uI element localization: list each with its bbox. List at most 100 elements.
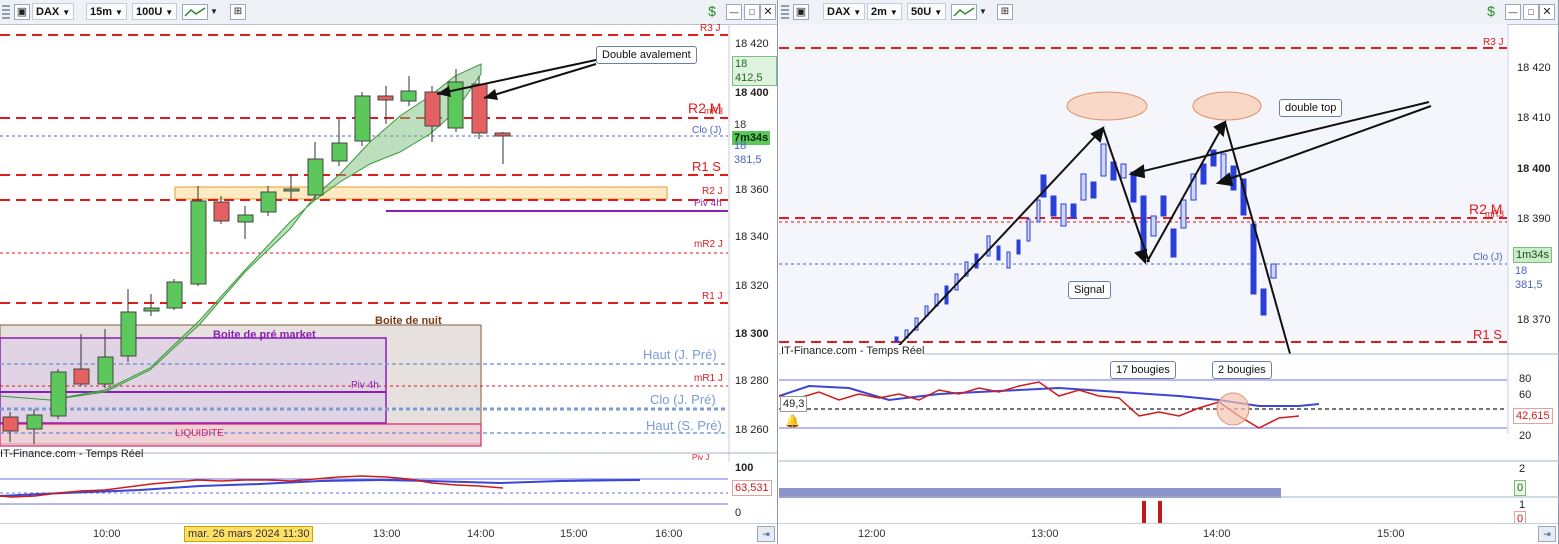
scroll-end-button[interactable]: ⇥ xyxy=(1538,526,1556,542)
indicators-chart-icon[interactable] xyxy=(182,4,208,20)
color-square-icon[interactable]: ▣ xyxy=(793,4,809,20)
price-tick: 18 370 xyxy=(1517,314,1551,326)
r2j-label: R2 J xyxy=(702,186,723,197)
crosshair-date-label: mar. 26 mars 2024 11:30 xyxy=(184,526,314,542)
double-top-annotation[interactable]: double top xyxy=(1279,99,1343,117)
time-tick: 16:00 xyxy=(655,528,683,540)
close-label: Clo (J) xyxy=(1473,252,1503,263)
chevron-down-icon: ▼ xyxy=(115,8,123,17)
close-label: Clo (J) xyxy=(692,125,722,136)
price-tick: 18 420 xyxy=(735,38,769,50)
left-price-chart[interactable] xyxy=(0,24,778,524)
indicator-source-label: IT-Finance.com - Temps Réel xyxy=(781,345,925,357)
maximize-icon[interactable]: □ xyxy=(1523,4,1539,20)
left-candles xyxy=(2,69,511,444)
drag-grip-icon[interactable] xyxy=(2,5,10,19)
price-tick: 18 410 xyxy=(1517,112,1551,124)
zoom-icon[interactable]: ⊞ xyxy=(997,4,1013,20)
indicator-value: 42,615 xyxy=(1513,408,1553,424)
drag-grip-icon[interactable] xyxy=(781,5,789,19)
time-tick: 13:00 xyxy=(373,528,401,540)
piv4h-label: Piv 4h xyxy=(694,198,722,209)
r2m-label: R2 M xyxy=(1469,201,1503,217)
price-tick: 18 400 xyxy=(1517,163,1551,175)
right-time-axis: 12:00 13:00 14:00 15:00 ⇥ xyxy=(779,523,1558,544)
r1s-label: R1 S xyxy=(1473,327,1502,342)
timeframe-selector[interactable]: 15m ▼ xyxy=(86,3,127,20)
price-tick: 18 360 xyxy=(735,184,769,196)
piv4h-low-label: Piv 4h xyxy=(351,380,379,391)
time-tick: 13:00 xyxy=(1031,528,1059,540)
indicator-scale: 60 xyxy=(1519,389,1532,401)
dollar-sync-icon[interactable]: $ xyxy=(708,3,716,19)
minimize-icon[interactable]: — xyxy=(726,4,742,20)
volume-value: 0 xyxy=(1514,480,1527,496)
price-tick: 18 420 xyxy=(1517,62,1551,74)
chevron-down-icon[interactable]: ▼ xyxy=(210,7,218,16)
double-avalement-annotation[interactable]: Double avalement xyxy=(596,46,697,64)
dollar-sync-icon[interactable]: $ xyxy=(1487,3,1495,19)
scroll-end-button[interactable]: ⇥ xyxy=(757,526,775,542)
units-selector[interactable]: 100U ▼ xyxy=(132,3,178,20)
seventeen-bars-annotation[interactable]: 17 bougies xyxy=(1110,361,1176,379)
haut-s-pre-label: Haut (S. Pré) xyxy=(646,418,722,433)
chevron-down-icon[interactable]: ▼ xyxy=(979,7,987,16)
mr1j-label: mR1 J xyxy=(694,373,723,384)
bell-icon[interactable]: 🔔 xyxy=(785,414,800,428)
indicator-left-value: 49,3 xyxy=(780,396,808,412)
two-bars-annotation[interactable]: 2 bougies xyxy=(1212,361,1272,379)
right-chart-panel: ▣ DAX ▼ 2m ▼ 50U ▼ ▼ ⊞ $ — □ ✕ xyxy=(779,0,1559,544)
r2m-label: R2 M xyxy=(688,100,722,116)
left-toolbar: ▣ DAX ▼ 15m ▼ 100U ▼ ▼ ⊞ $ — □ ✕ xyxy=(0,0,777,25)
instrument-selector[interactable]: DAX ▼ xyxy=(823,3,866,20)
time-tick: 12:00 xyxy=(858,528,886,540)
right-price-chart[interactable] xyxy=(779,24,1559,524)
signal-annotation[interactable]: Signal xyxy=(1068,281,1111,299)
close-icon[interactable]: ✕ xyxy=(760,4,776,20)
maximize-icon[interactable]: □ xyxy=(744,4,760,20)
indicator-scale: 100 xyxy=(735,462,754,474)
right-arrows xyxy=(890,101,1432,369)
mr3-label: mR3 xyxy=(1485,209,1505,219)
timeframe-selector[interactable]: 2m ▼ xyxy=(867,3,902,20)
time-tick: 14:00 xyxy=(467,528,495,540)
chevron-down-icon: ▼ xyxy=(165,8,174,17)
indicators-chart-icon[interactable] xyxy=(951,4,977,20)
volume-scale: 2 xyxy=(1519,463,1526,475)
timeframe-label: 15m xyxy=(90,6,113,18)
price-tick: 18 400 xyxy=(735,87,769,99)
price-tick: 18 260 xyxy=(735,424,769,436)
time-tick: 14:00 xyxy=(1203,528,1231,540)
arrow-line xyxy=(483,63,597,99)
timer-box: 1m34s xyxy=(1513,247,1553,263)
price-tick: 18 390 xyxy=(1517,213,1551,225)
right-toolbar: ▣ DAX ▼ 2m ▼ 50U ▼ ▼ ⊞ $ — □ ✕ xyxy=(779,0,1558,25)
timer-box: 7m34s xyxy=(732,131,771,145)
pre-market-label: Boite de pré market xyxy=(213,329,316,341)
indicator-scale: 20 xyxy=(1519,430,1532,442)
bottom-scale: 1 xyxy=(1519,499,1526,511)
instrument-label: DAX xyxy=(827,6,851,18)
units-selector[interactable]: 50U ▼ xyxy=(907,3,947,20)
haut-j-pre-label: Haut (J. Pré) xyxy=(643,347,717,362)
right-candles xyxy=(894,143,1277,343)
mr2j-label: mR2 J xyxy=(694,239,723,250)
top-ellipse xyxy=(1066,91,1148,121)
price-tick: 18 340 xyxy=(735,231,769,243)
minimize-icon[interactable]: — xyxy=(1505,4,1521,20)
r1s-label: R1 S xyxy=(692,159,721,174)
arrow-line xyxy=(436,59,597,95)
close-icon[interactable]: ✕ xyxy=(1539,4,1555,20)
r3j-label: R3 J xyxy=(700,23,721,34)
timeframe-label: 2m xyxy=(871,6,887,18)
left-chart-panel: ▣ DAX ▼ 15m ▼ 100U ▼ ▼ ⊞ $ — □ ✕ xyxy=(0,0,778,544)
instrument-selector[interactable]: DAX ▼ xyxy=(32,3,75,20)
chevron-down-icon: ▼ xyxy=(934,8,943,17)
color-square-icon[interactable]: ▣ xyxy=(14,4,30,20)
left-time-axis: 10:00 mar. 26 mars 2024 11:30 13:00 14:0… xyxy=(0,523,777,544)
indicator-scale: 80 xyxy=(1519,373,1532,385)
zoom-icon[interactable]: ⊞ xyxy=(230,4,246,20)
clo-j-pre-label: Clo (J. Pré) xyxy=(650,392,716,407)
time-tick: 10:00 xyxy=(93,528,121,540)
units-label: 100U xyxy=(136,6,163,18)
